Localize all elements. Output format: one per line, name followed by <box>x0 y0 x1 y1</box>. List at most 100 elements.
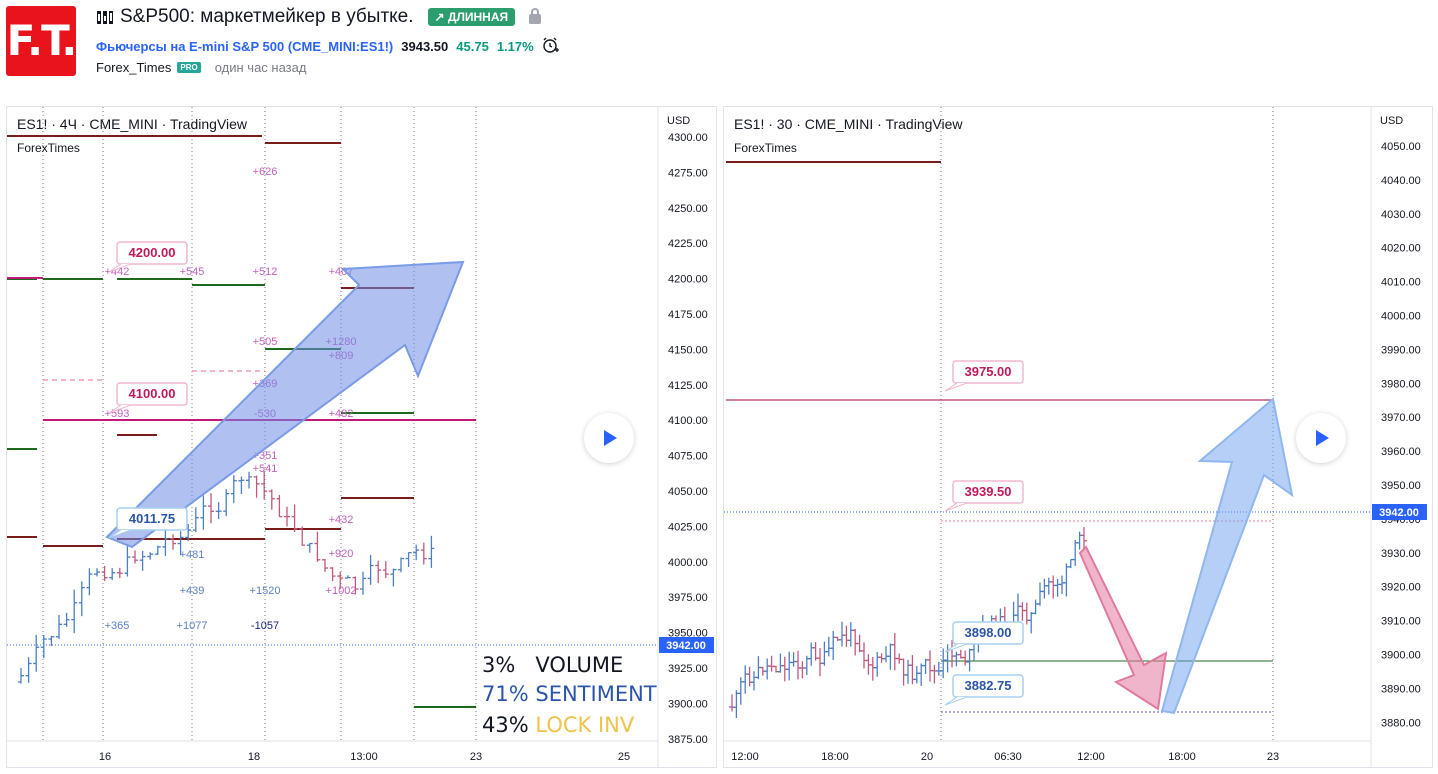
price-tick-label: 4020.00 <box>1381 243 1421 255</box>
price-tick-label: 3950.00 <box>668 628 708 640</box>
price-tick-label: 4150.00 <box>668 344 708 356</box>
delta-annotation: +626 <box>253 166 278 178</box>
time-tick-label: 12:00 <box>731 751 759 763</box>
price-label-box <box>116 241 188 265</box>
price-label: 3882.75 <box>965 678 1012 693</box>
last-price-label: 3942.00 <box>666 640 706 652</box>
price-tick-label: 4200.00 <box>668 274 708 286</box>
price-label: 4100.00 <box>129 386 176 401</box>
symbol-price: 3943.50 <box>401 38 449 54</box>
price-label-pointer <box>944 502 968 512</box>
delta-annotation: +593 <box>105 408 130 420</box>
price-tick-label: 4100.00 <box>668 415 708 427</box>
chart-canvas-left[interactable]: USD 4300.00 4275.00 4250.00 4225.00 4200.00 41… <box>7 107 717 768</box>
price-tick-label: 3900.00 <box>668 698 708 710</box>
time-tick-label: 18:00 <box>821 751 849 763</box>
price-tick-label: 4300.00 <box>668 132 708 144</box>
time-tick-label: 23 <box>1267 751 1279 763</box>
pro-badge: PRO <box>177 62 201 73</box>
price-label-box <box>116 382 188 406</box>
price-label-box <box>952 360 1024 384</box>
price-label-box <box>952 674 1024 698</box>
chart-canvas-right[interactable]: USD 4050.00 4040.00 4030.00 4020.00 4010.00 40… <box>724 107 1433 768</box>
last-price-badge <box>659 637 714 653</box>
delta-annotation: +505 <box>253 336 278 348</box>
price-tick-label: 4040.00 <box>1381 175 1421 187</box>
price-label-pointer <box>944 643 968 653</box>
delta-annotation: +365 <box>105 620 130 632</box>
price-tick-label: 4025.00 <box>668 521 708 533</box>
projection-arrow-down <box>1078 545 1168 711</box>
price-tick-label: 3920.00 <box>1381 582 1421 594</box>
price-tick-label: 3925.00 <box>668 663 708 675</box>
overlay-lock-inv: 43% LOCK INV <box>482 713 635 737</box>
delta-annotation: +1077 <box>177 620 208 632</box>
delta-annotation: +482 <box>329 408 354 420</box>
time-tick-label: 12:00 <box>1077 751 1105 763</box>
price-tick-label: 3890.00 <box>1381 683 1421 695</box>
price-tick-label: 4225.00 <box>668 238 708 250</box>
price-tick-label: 4050.00 <box>1381 141 1421 153</box>
price-tick-label: 4050.00 <box>668 486 708 498</box>
overlay-sentiment: 71% SENTIMENT <box>482 682 657 706</box>
time-ago: один час назад <box>214 60 307 75</box>
price-label-pointer <box>108 529 132 539</box>
time-tick-label: 13:00 <box>350 751 378 763</box>
time-tick-label: 06:30 <box>994 751 1022 763</box>
author-logo[interactable]: F.T. <box>6 6 77 76</box>
price-tick-label: 4275.00 <box>668 167 708 179</box>
price-tick-label: 4075.00 <box>668 451 708 463</box>
price-tick-label: 3970.00 <box>1381 412 1421 424</box>
price-label: 4011.75 <box>129 511 175 526</box>
price-tick-label: 3910.00 <box>1381 616 1421 628</box>
author-row: Forex_Times PRO один час назад <box>96 60 306 75</box>
price-tick-label: 3950.00 <box>1381 480 1421 492</box>
chart-watermark: ForexTimes <box>734 141 797 155</box>
symbol-link[interactable]: Фьючерсы на E-mini S&P 500 (CME_MINI:ES1… <box>96 38 394 54</box>
price-tick-label: 3930.00 <box>1381 548 1421 560</box>
play-button[interactable] <box>584 413 634 463</box>
chart-panel-right[interactable]: USD 4050.00 4040.00 4030.00 4020.00 4010.00 40… <box>723 106 1433 768</box>
delta-annotation: +1002 <box>326 585 357 597</box>
chart-bars-icon <box>97 11 113 24</box>
overlay-volume: 3% VOLUME <box>482 653 624 677</box>
time-tick-label: 23 <box>470 751 482 763</box>
symbol-change-pct: 1.17% <box>496 38 534 54</box>
price-label: 3939.50 <box>965 484 1012 499</box>
last-price-badge <box>1372 504 1427 520</box>
price-tick-label: 3960.00 <box>1381 446 1421 458</box>
time-tick-label: 16 <box>99 751 111 763</box>
price-label-pointer <box>108 263 132 273</box>
price-label-box <box>952 621 1024 645</box>
delta-annotation: +920 <box>329 548 354 560</box>
price-label-pointer <box>944 696 968 706</box>
currency-label: USD <box>1380 115 1403 127</box>
alarm-clock-icon[interactable] <box>542 37 560 55</box>
delta-annotation: +541 <box>253 463 278 475</box>
delta-annotation: +1520 <box>250 585 281 597</box>
delta-annotation: +432 <box>329 514 354 526</box>
price-label: 4200.00 <box>129 245 176 260</box>
symbol-row: Фьючерсы на E-mini S&P 500 (CME_MINI:ES1… <box>96 37 560 55</box>
play-button[interactable] <box>1296 413 1346 463</box>
price-tick-label: 3900.00 <box>1381 650 1421 662</box>
price-label-box <box>952 480 1024 504</box>
time-tick-label: 18:00 <box>1168 751 1196 763</box>
idea-title: S&P500: маркетмейкер в убытке. <box>120 6 414 27</box>
chart-title: ES1! · 4Ч · CME_MINI · TradingView <box>17 116 248 132</box>
chart-watermark: ForexTimes <box>17 141 80 155</box>
price-tick-label: 4030.00 <box>1381 209 1421 221</box>
delta-annotation: +442 <box>105 266 130 278</box>
price-label-pointer <box>944 382 968 392</box>
projection-arrow-up <box>1160 397 1294 715</box>
long-badge[interactable]: ↗ ДЛИННАЯ <box>427 8 516 26</box>
delta-annotation: +545 <box>180 266 205 278</box>
price-label-box <box>116 507 188 531</box>
chart-panel-left[interactable]: USD 4300.00 4275.00 4250.00 4225.00 4200.00 41… <box>6 106 717 768</box>
price-tick-label: 3875.00 <box>668 734 708 746</box>
price-tick-label: 4000.00 <box>668 557 708 569</box>
author-name[interactable]: Forex_Times <box>96 60 172 75</box>
price-tick-label: 3980.00 <box>1381 378 1421 390</box>
time-tick-label: 25 <box>618 751 630 763</box>
time-tick-label: 18 <box>248 751 260 763</box>
